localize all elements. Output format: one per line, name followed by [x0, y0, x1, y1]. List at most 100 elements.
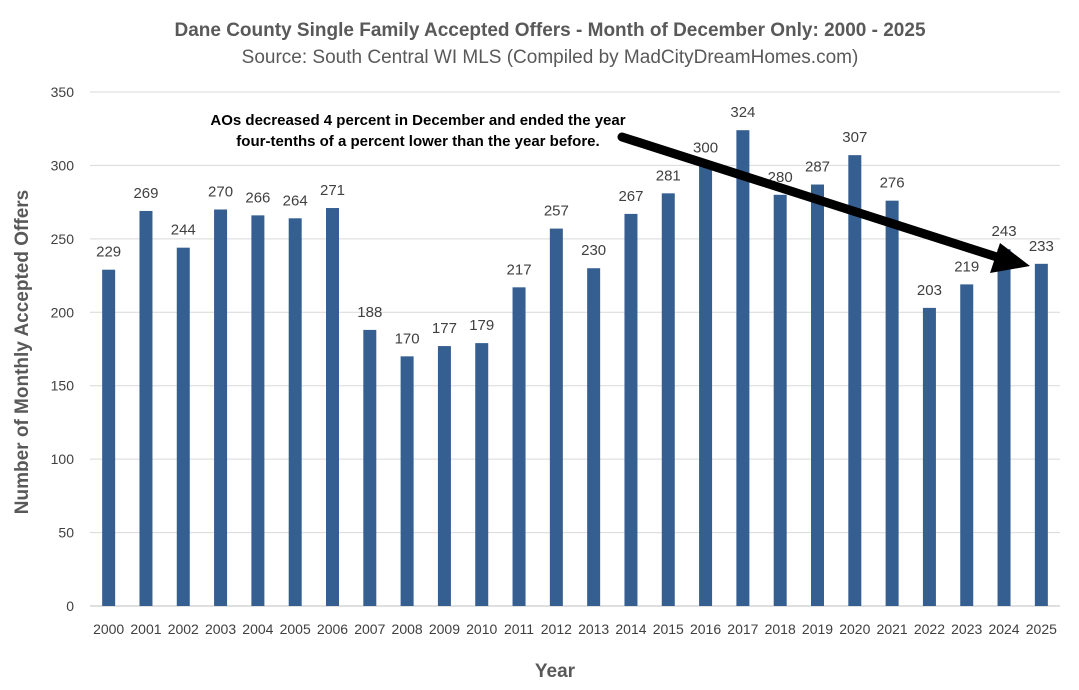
- x-tick-label: 2003: [205, 621, 236, 637]
- data-label-2001: 269: [133, 185, 158, 202]
- bar-2003: [214, 209, 228, 606]
- chart-title: Dane County Single Family Accepted Offer…: [174, 20, 925, 41]
- data-label-2011: 217: [507, 261, 532, 278]
- x-axis-title: Year: [535, 661, 576, 682]
- bar-2006: [326, 208, 339, 606]
- x-tick-label: 2002: [168, 621, 199, 637]
- data-label-2005: 264: [283, 192, 308, 209]
- data-label-2013: 230: [581, 242, 606, 259]
- x-tick-label: 2011: [504, 621, 534, 637]
- y-tick-label: 100: [51, 451, 75, 467]
- data-label-2012: 257: [544, 203, 569, 220]
- bar-2010: [475, 343, 489, 606]
- data-label-2016: 300: [693, 139, 718, 156]
- data-label-2014: 267: [618, 188, 643, 205]
- x-axis-ticks: 2000 2001 2002 2003 2004 2005 2006 2007 2008 2009…: [93, 621, 1057, 637]
- x-tick-label: 2007: [354, 621, 385, 637]
- bar-2015: [661, 193, 675, 606]
- annotation-arrow-shaft: [617, 132, 1005, 263]
- bar-2016: [699, 165, 713, 606]
- bar-2017: [736, 130, 750, 606]
- x-tick-label: 2001: [130, 621, 161, 637]
- data-label-2020: 307: [842, 129, 867, 146]
- bars: [102, 130, 1048, 607]
- y-tick-label: 50: [58, 525, 74, 541]
- bar-2009: [437, 346, 451, 606]
- y-tick-label: 350: [51, 84, 75, 100]
- data-label-2006: 271: [320, 182, 345, 199]
- x-tick-label: 2023: [951, 621, 982, 637]
- data-label-2007: 188: [357, 304, 382, 321]
- y-tick-label: 0: [66, 598, 74, 614]
- data-label-2009: 177: [432, 320, 457, 337]
- y-tick-label: 250: [51, 231, 75, 247]
- bar-2021: [885, 200, 899, 606]
- bar-2023: [960, 284, 974, 606]
- x-tick-label: 2022: [914, 621, 945, 637]
- x-tick-label: 2013: [578, 621, 609, 637]
- data-label-2015: 281: [656, 167, 681, 184]
- x-tick-label: 2021: [877, 621, 908, 637]
- x-tick-label: 2019: [802, 621, 833, 637]
- x-tick-label: 2006: [317, 621, 348, 637]
- data-label-2004: 266: [245, 189, 270, 206]
- bar-2001: [139, 210, 153, 606]
- x-tick-label: 2009: [429, 621, 460, 637]
- bar-2024: [997, 249, 1011, 606]
- data-label-2023: 219: [954, 258, 979, 275]
- x-tick-label: 2016: [690, 621, 721, 637]
- bar-2014: [624, 213, 638, 607]
- bar-2007: [363, 329, 377, 606]
- bar-2004: [251, 215, 265, 607]
- x-tick-label: 2008: [392, 621, 423, 637]
- bar-2005: [288, 218, 302, 606]
- bar-2025: [1034, 263, 1048, 606]
- data-label-2003: 270: [208, 183, 233, 200]
- annotation-arrow-head: [990, 243, 1030, 273]
- y-tick-label: 150: [51, 378, 75, 394]
- bar-2022: [922, 307, 936, 606]
- bar-2018: [773, 194, 787, 607]
- chart-subtitle: Source: South Central WI MLS (Compiled b…: [242, 47, 859, 68]
- x-tick-label: 2012: [541, 621, 572, 637]
- x-tick-label: 2024: [988, 621, 1019, 637]
- annotation: AOs decreased 4 percent in December and …: [210, 112, 1030, 273]
- data-labels: 229 269 244 270 266 264 271 188 170 177 179 217 257 2…: [96, 104, 1054, 347]
- x-tick-label: 2015: [653, 621, 684, 637]
- annotation-line-1: AOs decreased 4 percent in December and …: [210, 112, 625, 129]
- x-tick-label: 2014: [615, 621, 646, 637]
- data-label-2017: 324: [730, 104, 755, 121]
- gridlines: [90, 91, 1060, 607]
- y-tick-label: 200: [51, 304, 75, 320]
- bar-2012: [549, 228, 563, 606]
- x-tick-label: 2017: [727, 621, 758, 637]
- data-label-2022: 203: [917, 282, 942, 299]
- x-tick-label: 2018: [765, 621, 796, 637]
- data-label-2024: 243: [992, 223, 1017, 240]
- x-tick-label: 2025: [1026, 621, 1057, 637]
- bar-2000: [102, 269, 116, 606]
- x-tick-label: 2005: [280, 621, 311, 637]
- x-tick-label: 2000: [93, 621, 124, 637]
- data-label-2002: 244: [171, 222, 196, 239]
- x-tick-label: 2010: [466, 621, 497, 637]
- data-label-2000: 229: [96, 244, 121, 261]
- bar-2002: [176, 247, 190, 606]
- data-label-2025: 233: [1029, 238, 1054, 255]
- bar-2013: [587, 268, 601, 606]
- x-tick-label: 2004: [242, 621, 273, 637]
- data-label-2021: 276: [880, 175, 905, 192]
- y-axis-title: Number of Monthly Accepted Offers: [12, 190, 33, 514]
- data-label-2010: 179: [469, 317, 494, 334]
- annotation-line-2: four-tenths of a percent lower than the …: [236, 133, 599, 150]
- data-label-2008: 170: [395, 330, 420, 347]
- x-tick-label: 2020: [839, 621, 870, 637]
- bar-2020: [848, 155, 862, 607]
- bar-2011: [512, 287, 526, 606]
- y-axis-ticks: 0 50 100 150 200 250 300 350: [51, 84, 75, 614]
- bar-2019: [811, 184, 824, 606]
- y-tick-label: 300: [51, 157, 75, 173]
- bar-2008: [400, 356, 414, 606]
- data-label-2019: 287: [805, 159, 830, 176]
